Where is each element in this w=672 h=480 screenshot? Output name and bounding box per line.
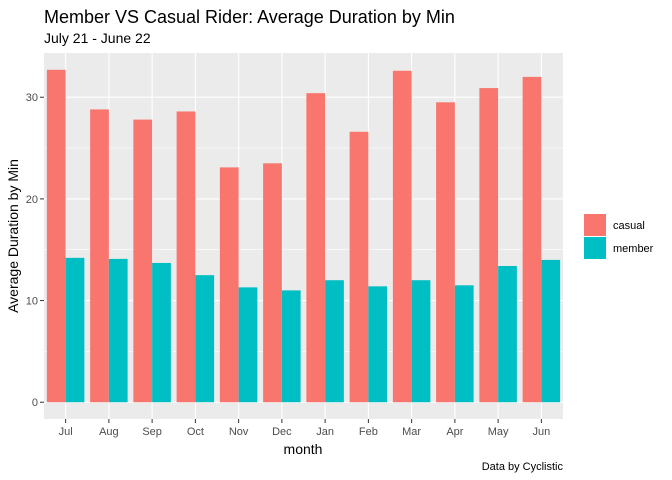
x-tick-label: Nov bbox=[229, 426, 249, 438]
bar-member-feb bbox=[368, 286, 388, 403]
x-tick-label: Mar bbox=[402, 426, 421, 438]
x-tick-label: Dec bbox=[272, 426, 292, 438]
bar-casual-nov bbox=[219, 167, 239, 403]
legend: casual member bbox=[584, 214, 654, 259]
bar-casual-oct bbox=[176, 111, 196, 403]
bar-casual-may bbox=[479, 88, 499, 403]
bar-casual-apr bbox=[436, 102, 455, 403]
grid-minor bbox=[44, 147, 563, 352]
legend-label-member: member bbox=[613, 243, 654, 255]
bar-casual-jun bbox=[522, 76, 542, 403]
bar-casual-mar bbox=[392, 70, 412, 403]
bar-member-sep bbox=[152, 262, 171, 403]
y-tick-label: 10 bbox=[26, 296, 38, 308]
bars bbox=[46, 69, 561, 403]
bar-member-may bbox=[498, 265, 517, 403]
x-tick-label: Jul bbox=[59, 426, 73, 438]
x-tick-label: Aug bbox=[99, 426, 119, 438]
legend-label-casual: casual bbox=[613, 220, 645, 232]
x-axis-title: month bbox=[284, 441, 323, 457]
y-tick-label: 30 bbox=[26, 92, 38, 104]
y-tick-label: 0 bbox=[32, 397, 38, 409]
bar-member-aug bbox=[108, 258, 128, 403]
bar-member-oct bbox=[195, 275, 215, 403]
bar-member-jan bbox=[325, 280, 344, 403]
y-tick-label: 20 bbox=[26, 194, 38, 206]
chart-subtitle: July 21 - June 22 bbox=[44, 30, 151, 46]
bar-member-mar bbox=[411, 280, 431, 403]
bar-casual-jan bbox=[306, 93, 326, 403]
x-tick-label: Jan bbox=[316, 426, 334, 438]
bar-casual-feb bbox=[349, 131, 369, 403]
plot-panel bbox=[44, 53, 563, 419]
x-tick-label: Feb bbox=[359, 426, 378, 438]
bar-member-jul bbox=[65, 257, 85, 403]
legend-key-member bbox=[584, 237, 606, 259]
x-tick-label: May bbox=[488, 426, 509, 438]
bar-member-jun bbox=[541, 259, 561, 403]
bar-casual-dec bbox=[263, 163, 282, 403]
chart-caption: Data by Cyclistic bbox=[482, 461, 564, 473]
y-axis: 0 10 20 30 bbox=[26, 92, 44, 409]
x-axis: Jul Aug Sep Oct Nov Dec Jan Feb Mar Apr May Jun bbox=[59, 419, 551, 438]
bar-casual-sep bbox=[133, 119, 153, 403]
x-tick-label: Oct bbox=[187, 426, 204, 438]
x-tick-label: Jun bbox=[533, 426, 551, 438]
y-axis-title: Average Duration by Min bbox=[5, 159, 21, 313]
bar-casual-aug bbox=[90, 109, 109, 403]
bar-member-dec bbox=[281, 290, 301, 403]
bar-member-apr bbox=[454, 285, 474, 403]
chart-title: Member VS Casual Rider: Average Duration… bbox=[44, 7, 455, 27]
x-tick-label: Apr bbox=[446, 426, 463, 438]
x-tick-label: Sep bbox=[142, 426, 162, 438]
legend-key-casual bbox=[584, 214, 606, 236]
bar-casual-jul bbox=[46, 69, 66, 403]
bar-member-nov bbox=[238, 287, 258, 403]
